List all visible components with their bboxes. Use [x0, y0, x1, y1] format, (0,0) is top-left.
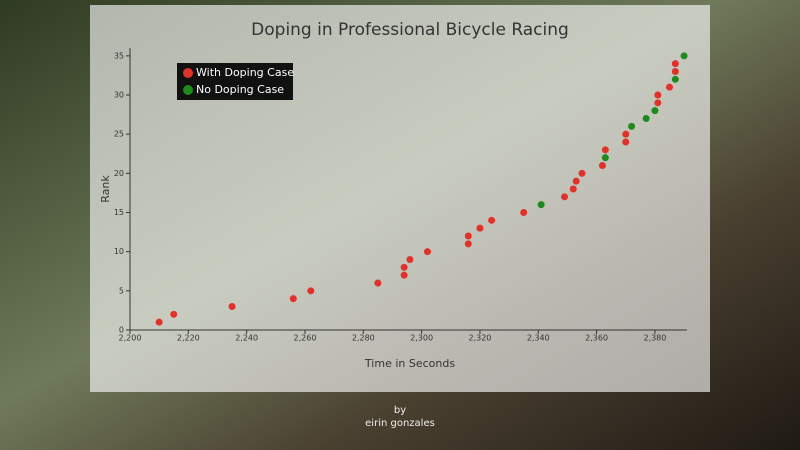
legend: [177, 63, 293, 100]
point: [406, 256, 414, 263]
y-tick-label: 30: [114, 91, 124, 100]
point: [666, 83, 674, 91]
point: [578, 169, 586, 177]
point: [400, 271, 408, 279]
point: [671, 68, 679, 75]
x-tick-label: 2,300: [410, 334, 433, 343]
point: [488, 216, 496, 224]
point: [476, 224, 484, 232]
legend-swatch: [183, 68, 193, 78]
y-tick-label: 10: [114, 247, 124, 256]
y-tick-label: 20: [114, 169, 124, 178]
point: [289, 295, 297, 303]
point: [572, 177, 580, 185]
y-tick-label: 15: [114, 208, 124, 217]
point: [423, 248, 431, 256]
point: [601, 154, 609, 162]
point: [561, 193, 569, 201]
point: [622, 130, 630, 138]
y-tick-label: 35: [114, 51, 124, 60]
point: [464, 240, 472, 248]
x-tick-label: 2,220: [177, 334, 200, 343]
point: [374, 279, 382, 287]
point: [307, 287, 315, 295]
legend-label: No Doping Case: [196, 83, 284, 96]
point: [170, 310, 178, 318]
x-tick-label: 2,280: [352, 334, 375, 343]
point: [569, 185, 577, 193]
credit: by: [394, 405, 406, 416]
x-tick-label: 2,320: [468, 334, 491, 343]
x-tick-label: 2,200: [119, 334, 142, 343]
point: [464, 232, 472, 240]
x-tick-label: 2,260: [294, 334, 317, 343]
point: [671, 60, 679, 68]
point: [598, 162, 606, 169]
x-tick-label: 2,380: [643, 334, 666, 343]
y-tick-label: 25: [114, 130, 124, 139]
y-tick-label: 0: [119, 326, 124, 335]
point: [642, 115, 650, 122]
point: [680, 52, 688, 60]
point: [537, 201, 545, 209]
point: [654, 91, 662, 99]
x-tick-label: 2,360: [585, 334, 608, 343]
x-tick-label: 2,340: [527, 334, 550, 343]
point: [671, 75, 679, 83]
point: [622, 138, 630, 146]
point: [155, 318, 163, 326]
point: [400, 263, 408, 271]
x-axis-label: Time in Seconds: [364, 357, 455, 370]
point: [651, 107, 659, 115]
point: [601, 146, 609, 154]
y-tick-label: 5: [119, 286, 124, 295]
point: [520, 209, 528, 216]
x-tick-label: 2,240: [235, 334, 258, 343]
point: [628, 122, 636, 130]
chart-title: Doping in Professional Bicycle Racing: [251, 20, 569, 40]
credit: eirin gonzales: [365, 418, 435, 429]
legend-swatch: [183, 85, 193, 95]
y-axis-label: Rank: [99, 175, 112, 203]
legend-label: With Doping Case: [196, 66, 294, 79]
point: [654, 99, 662, 107]
point: [228, 303, 236, 310]
